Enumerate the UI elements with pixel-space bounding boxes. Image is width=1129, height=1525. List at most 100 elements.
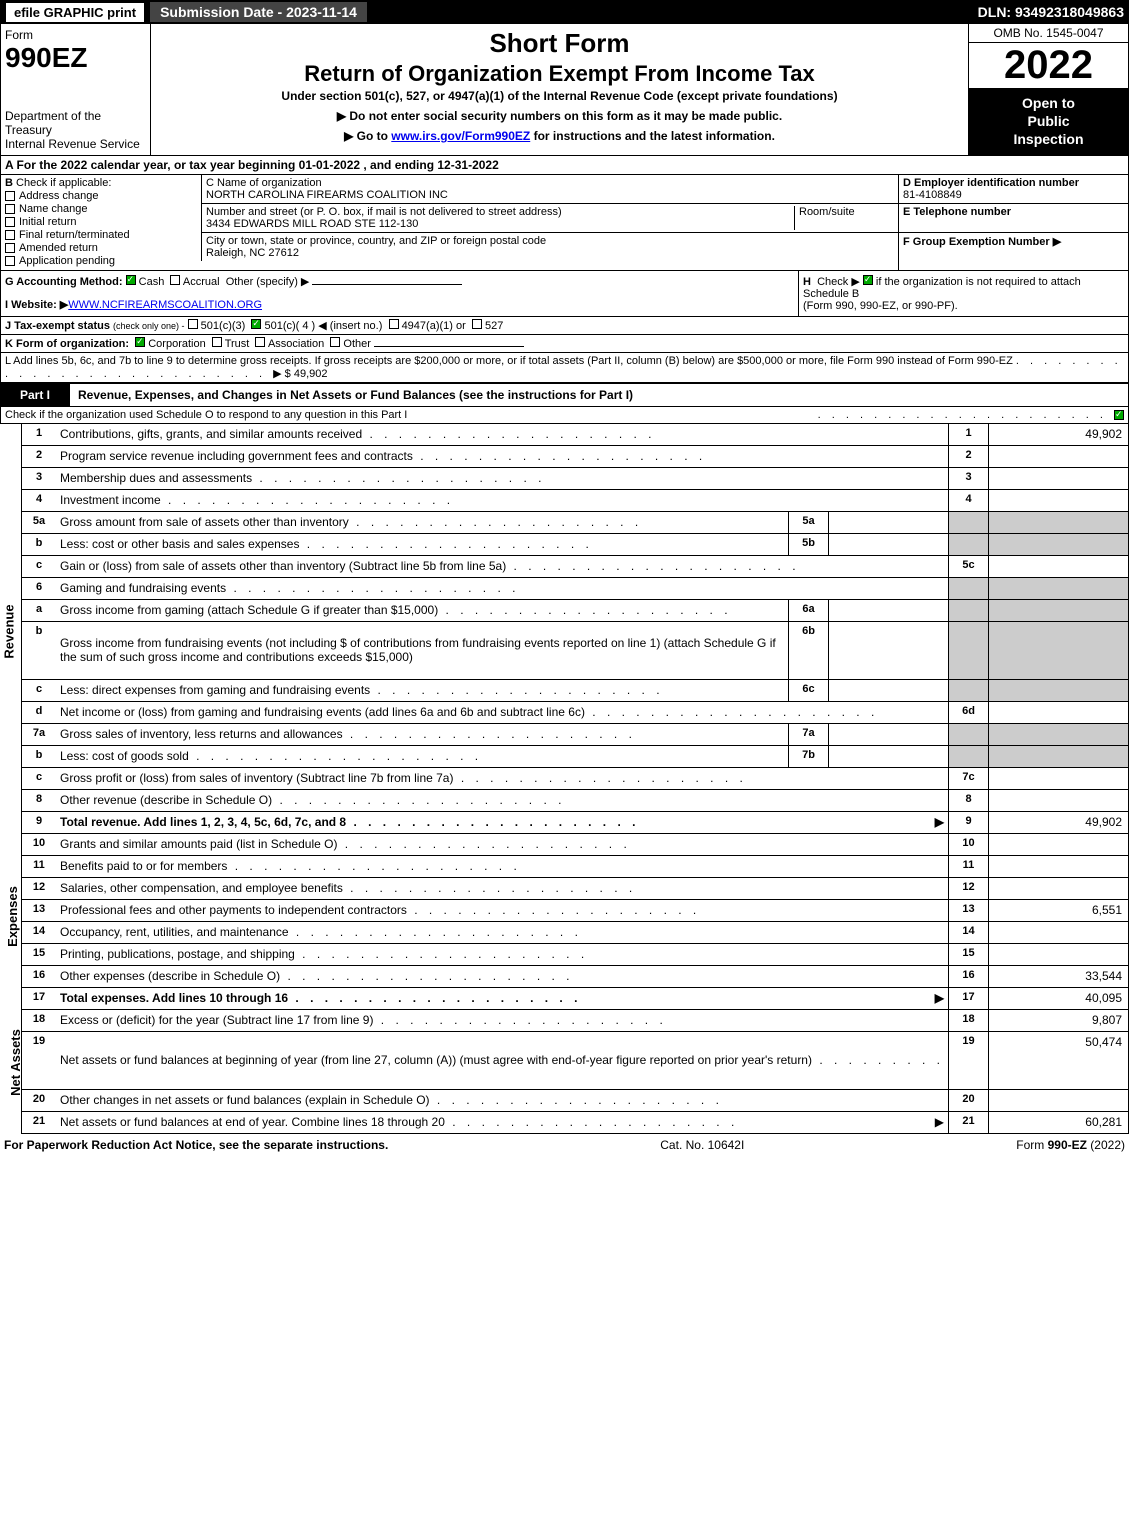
amount-number: [948, 578, 988, 599]
check-application-pending[interactable]: Application pending: [5, 255, 197, 267]
header-center: Short Form Return of Organization Exempt…: [151, 24, 968, 155]
sub-amount-value: [828, 534, 948, 555]
line-row: 10Grants and similar amounts paid (list …: [22, 834, 1129, 856]
sub-amount-value: [828, 622, 948, 679]
omb-number: OMB No. 1545-0047: [969, 24, 1128, 43]
checkbox-4947-icon[interactable]: [389, 319, 399, 329]
city-label: City or town, state or province, country…: [206, 235, 894, 247]
section-a: A For the 2022 calendar year, or tax yea…: [0, 156, 1129, 175]
amount-number: 18: [948, 1010, 988, 1031]
line-description: Less: direct expenses from gaming and fu…: [56, 680, 788, 701]
line-row: 17Total expenses. Add lines 10 through 1…: [22, 988, 1129, 1010]
section-gh: G Accounting Method: Cash Accrual Other …: [0, 271, 1129, 317]
netassets-block: Net Assets18Excess or (deficit) for the …: [0, 1010, 1129, 1134]
check-label: Amended return: [19, 242, 98, 254]
amount-number: 19: [948, 1032, 988, 1089]
line-number: 1: [22, 424, 56, 445]
line-description: Printing, publications, postage, and shi…: [56, 944, 948, 965]
section-b: B Check if applicable: Address change Na…: [1, 175, 201, 270]
j-opt2: 4947(a)(1) or: [402, 320, 466, 332]
part1-title: Revenue, Expenses, and Changes in Net As…: [70, 383, 1129, 407]
line-description: Gain or (loss) from sale of assets other…: [56, 556, 948, 577]
open-line2: Public: [975, 112, 1122, 130]
part1-subtitle: Check if the organization used Schedule …: [0, 407, 1129, 424]
l-text: L Add lines 5b, 6c, and 7b to line 9 to …: [5, 355, 1013, 367]
line-description: Contributions, gifts, grants, and simila…: [56, 424, 948, 445]
checkbox-corp-icon[interactable]: [135, 337, 145, 347]
amount-value: [988, 702, 1128, 723]
amount-value: [988, 490, 1128, 511]
section-bcd: B Check if applicable: Address change Na…: [0, 175, 1129, 271]
section-c: C Name of organization NORTH CAROLINA FI…: [201, 175, 898, 270]
checkbox-501c3-icon[interactable]: [188, 319, 198, 329]
sub-amount-value: [828, 512, 948, 533]
amount-number: 7c: [948, 768, 988, 789]
j-opt0: 501(c)(3): [201, 320, 246, 332]
line-description: Gross sales of inventory, less returns a…: [56, 724, 788, 745]
line-description: Salaries, other compensation, and employ…: [56, 878, 948, 899]
checkbox-icon: [5, 204, 15, 214]
amount-value: [988, 856, 1128, 877]
line-number: b: [22, 622, 56, 679]
checkbox-h-icon[interactable]: [863, 275, 873, 285]
line-number: 11: [22, 856, 56, 877]
checkbox-527-icon[interactable]: [472, 319, 482, 329]
checkbox-accrual-icon[interactable]: [170, 275, 180, 285]
g-label: G Accounting Method:: [5, 276, 123, 288]
check-label: Final return/terminated: [19, 229, 130, 241]
sub-amount-label: 7a: [788, 724, 828, 745]
sub-amount-value: [828, 600, 948, 621]
j-opt3: 527: [485, 320, 503, 332]
website-link[interactable]: WWW.NCFIREARMSCOALITION.ORG: [68, 299, 262, 311]
checkbox-501c4-icon[interactable]: [251, 319, 261, 329]
j-sub: (check only one) -: [113, 321, 185, 331]
checkbox-trust-icon[interactable]: [212, 337, 222, 347]
sub-amount-label: 7b: [788, 746, 828, 767]
checkbox-cash-icon[interactable]: [126, 275, 136, 285]
line-number: 13: [22, 900, 56, 921]
check-name-change[interactable]: Name change: [5, 203, 197, 215]
g-accrual: Accrual: [183, 276, 220, 288]
amount-value: 49,902: [988, 424, 1128, 445]
checkbox-assoc-icon[interactable]: [255, 337, 265, 347]
checkbox-other-icon[interactable]: [330, 337, 340, 347]
efile-print-button[interactable]: efile GRAPHIC print: [5, 2, 145, 23]
check-address-change[interactable]: Address change: [5, 190, 197, 202]
amount-value: [988, 578, 1128, 599]
check-final-return[interactable]: Final return/terminated: [5, 229, 197, 241]
g-other: Other (specify) ▶: [226, 276, 310, 288]
line-row: 2Program service revenue including gover…: [22, 446, 1129, 468]
line-description: Gross amount from sale of assets other t…: [56, 512, 788, 533]
instr2-post: for instructions and the latest informat…: [530, 129, 775, 143]
instr2-pre: ▶ Go to: [344, 129, 391, 143]
line-number: 21: [22, 1112, 56, 1133]
dln: DLN: 93492318049863: [978, 4, 1124, 20]
check-initial-return[interactable]: Initial return: [5, 216, 197, 228]
section-h: H Check ▶ if the organization is not req…: [798, 271, 1128, 316]
g-other-input[interactable]: [312, 284, 462, 285]
line-row: dNet income or (loss) from gaming and fu…: [22, 702, 1129, 724]
line-row: 15Printing, publications, postage, and s…: [22, 944, 1129, 966]
amount-number: [948, 534, 988, 555]
line-number: 12: [22, 878, 56, 899]
checkbox-schedule-o-icon[interactable]: [1114, 410, 1124, 420]
line-row: 11Benefits paid to or for members . . . …: [22, 856, 1129, 878]
footer-right: Form 990-EZ (2022): [1016, 1138, 1125, 1152]
sub-amount-value: [828, 746, 948, 767]
line-number: 17: [22, 988, 56, 1009]
line-description: Less: cost of goods sold . . . . . . . .…: [56, 746, 788, 767]
line-number: 6: [22, 578, 56, 599]
j-label: J Tax-exempt status: [5, 320, 110, 332]
footer-right-post: (2022): [1087, 1138, 1125, 1152]
sub-amount-label: 6b: [788, 622, 828, 679]
irs-link[interactable]: www.irs.gov/Form990EZ: [391, 129, 530, 143]
k-other-input[interactable]: [374, 346, 524, 347]
amount-value: [988, 834, 1128, 855]
line-row: 8Other revenue (describe in Schedule O) …: [22, 790, 1129, 812]
amount-value: 6,551: [988, 900, 1128, 921]
ein: 81-4108849: [903, 189, 1124, 201]
line-row: bGross income from fundraising events (n…: [22, 622, 1129, 680]
h-text3: (Form 990, 990-EZ, or 990-PF).: [803, 300, 1124, 312]
line-row: 18Excess or (deficit) for the year (Subt…: [22, 1010, 1129, 1032]
check-amended-return[interactable]: Amended return: [5, 242, 197, 254]
